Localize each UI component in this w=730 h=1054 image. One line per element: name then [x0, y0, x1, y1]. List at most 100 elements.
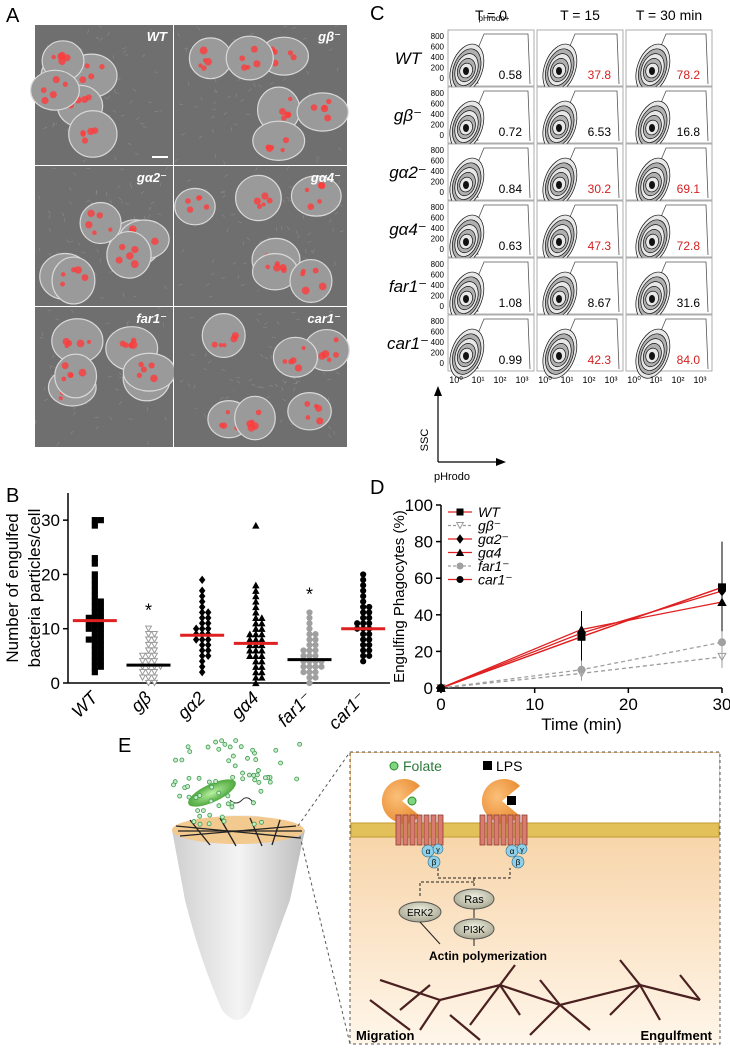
red-particle [266, 145, 273, 152]
x-tick-label: 10³ [693, 375, 706, 385]
red-particle [304, 401, 310, 407]
marker [367, 653, 372, 658]
red-particle [212, 342, 218, 348]
gate-percent: 0.99 [499, 353, 523, 367]
folate-dot [214, 740, 218, 744]
y-tick-label: 400 [431, 110, 445, 119]
marker [92, 637, 97, 642]
y-tick-label: 200 [431, 178, 445, 187]
marker [92, 583, 97, 588]
gate-percent: 6.53 [588, 125, 612, 139]
red-particle [150, 375, 157, 382]
marker [361, 653, 366, 658]
marker [146, 659, 152, 664]
folate-dot [198, 793, 202, 797]
marker [152, 632, 158, 637]
contour-core [556, 67, 562, 75]
red-particle [81, 132, 86, 137]
x-axis-label: pHrodo [434, 471, 470, 483]
gate-percent: 0.72 [499, 125, 523, 139]
red-particle [241, 64, 248, 71]
folate-dot [268, 780, 272, 784]
marker [146, 626, 152, 631]
red-particle [99, 64, 104, 69]
cell [290, 260, 332, 303]
legend-label: car1⁻ [478, 572, 513, 588]
cell [235, 396, 276, 439]
marker [92, 572, 97, 577]
migration-label: Migration [356, 1028, 415, 1043]
marker [92, 604, 97, 609]
marker [367, 604, 372, 609]
red-particle [204, 204, 209, 209]
ras-label: Ras [464, 894, 484, 906]
red-particle [291, 54, 297, 60]
marker [307, 615, 312, 620]
marker [361, 599, 366, 604]
folate-dot [214, 780, 218, 784]
red-particle [198, 195, 202, 199]
red-particle [248, 424, 256, 432]
x-tick-label: 30 [713, 695, 730, 714]
contour-core [463, 295, 469, 303]
marker [92, 577, 97, 582]
contour-core [463, 238, 469, 246]
x-tick-label: 10³ [515, 375, 528, 385]
erk2-label: ERK2 [407, 908, 434, 919]
marker [313, 653, 318, 658]
beta: β [516, 858, 521, 867]
folate-dot [226, 802, 230, 806]
folate-dot [251, 748, 255, 752]
genotype-label: WT [147, 29, 168, 44]
red-particle [87, 340, 91, 344]
red-particle [280, 148, 284, 152]
cell [253, 121, 305, 160]
red-particle [265, 265, 270, 270]
red-particle [126, 252, 134, 260]
marker [86, 637, 91, 642]
folate-dot [178, 794, 182, 798]
marker [98, 632, 103, 637]
significance: * [306, 584, 313, 604]
marker [361, 632, 366, 637]
lps-label: LPS [496, 758, 522, 774]
gate-percent: 47.3 [588, 239, 612, 253]
red-particle [221, 422, 228, 429]
folate-dot [192, 820, 196, 824]
y-tick-label: 600 [431, 157, 445, 166]
red-particle [200, 47, 208, 55]
contour-core [463, 181, 469, 189]
marker [307, 642, 312, 647]
folate-dot [295, 777, 299, 781]
folate-dot [259, 789, 263, 793]
cell-cone [172, 815, 305, 1020]
cell [123, 353, 175, 391]
red-particle [198, 63, 202, 67]
folate-dot [217, 747, 221, 751]
y-tick-label: 200 [431, 292, 445, 301]
red-particle [326, 99, 331, 104]
marker [307, 632, 312, 637]
red-particle [59, 396, 63, 400]
red-particle [151, 238, 158, 245]
folate-dot [196, 809, 200, 813]
marker [361, 615, 366, 620]
y-tick-label: 800 [431, 203, 445, 212]
marker [301, 648, 306, 653]
gate-percent: 16.8 [677, 125, 701, 139]
marker [578, 666, 585, 673]
red-particle [288, 50, 293, 55]
contour-core [649, 124, 655, 132]
gate-percent: 0.84 [499, 182, 523, 196]
marker [361, 610, 366, 615]
folate-dot [234, 739, 238, 743]
folate-dot [208, 813, 212, 817]
red-particle [108, 227, 112, 231]
engulfment-label: Engulfment [641, 1028, 713, 1043]
red-particle [123, 342, 129, 348]
panel-letter: D [370, 477, 384, 499]
marker [98, 664, 103, 669]
marker [361, 604, 366, 609]
marker [98, 648, 103, 653]
